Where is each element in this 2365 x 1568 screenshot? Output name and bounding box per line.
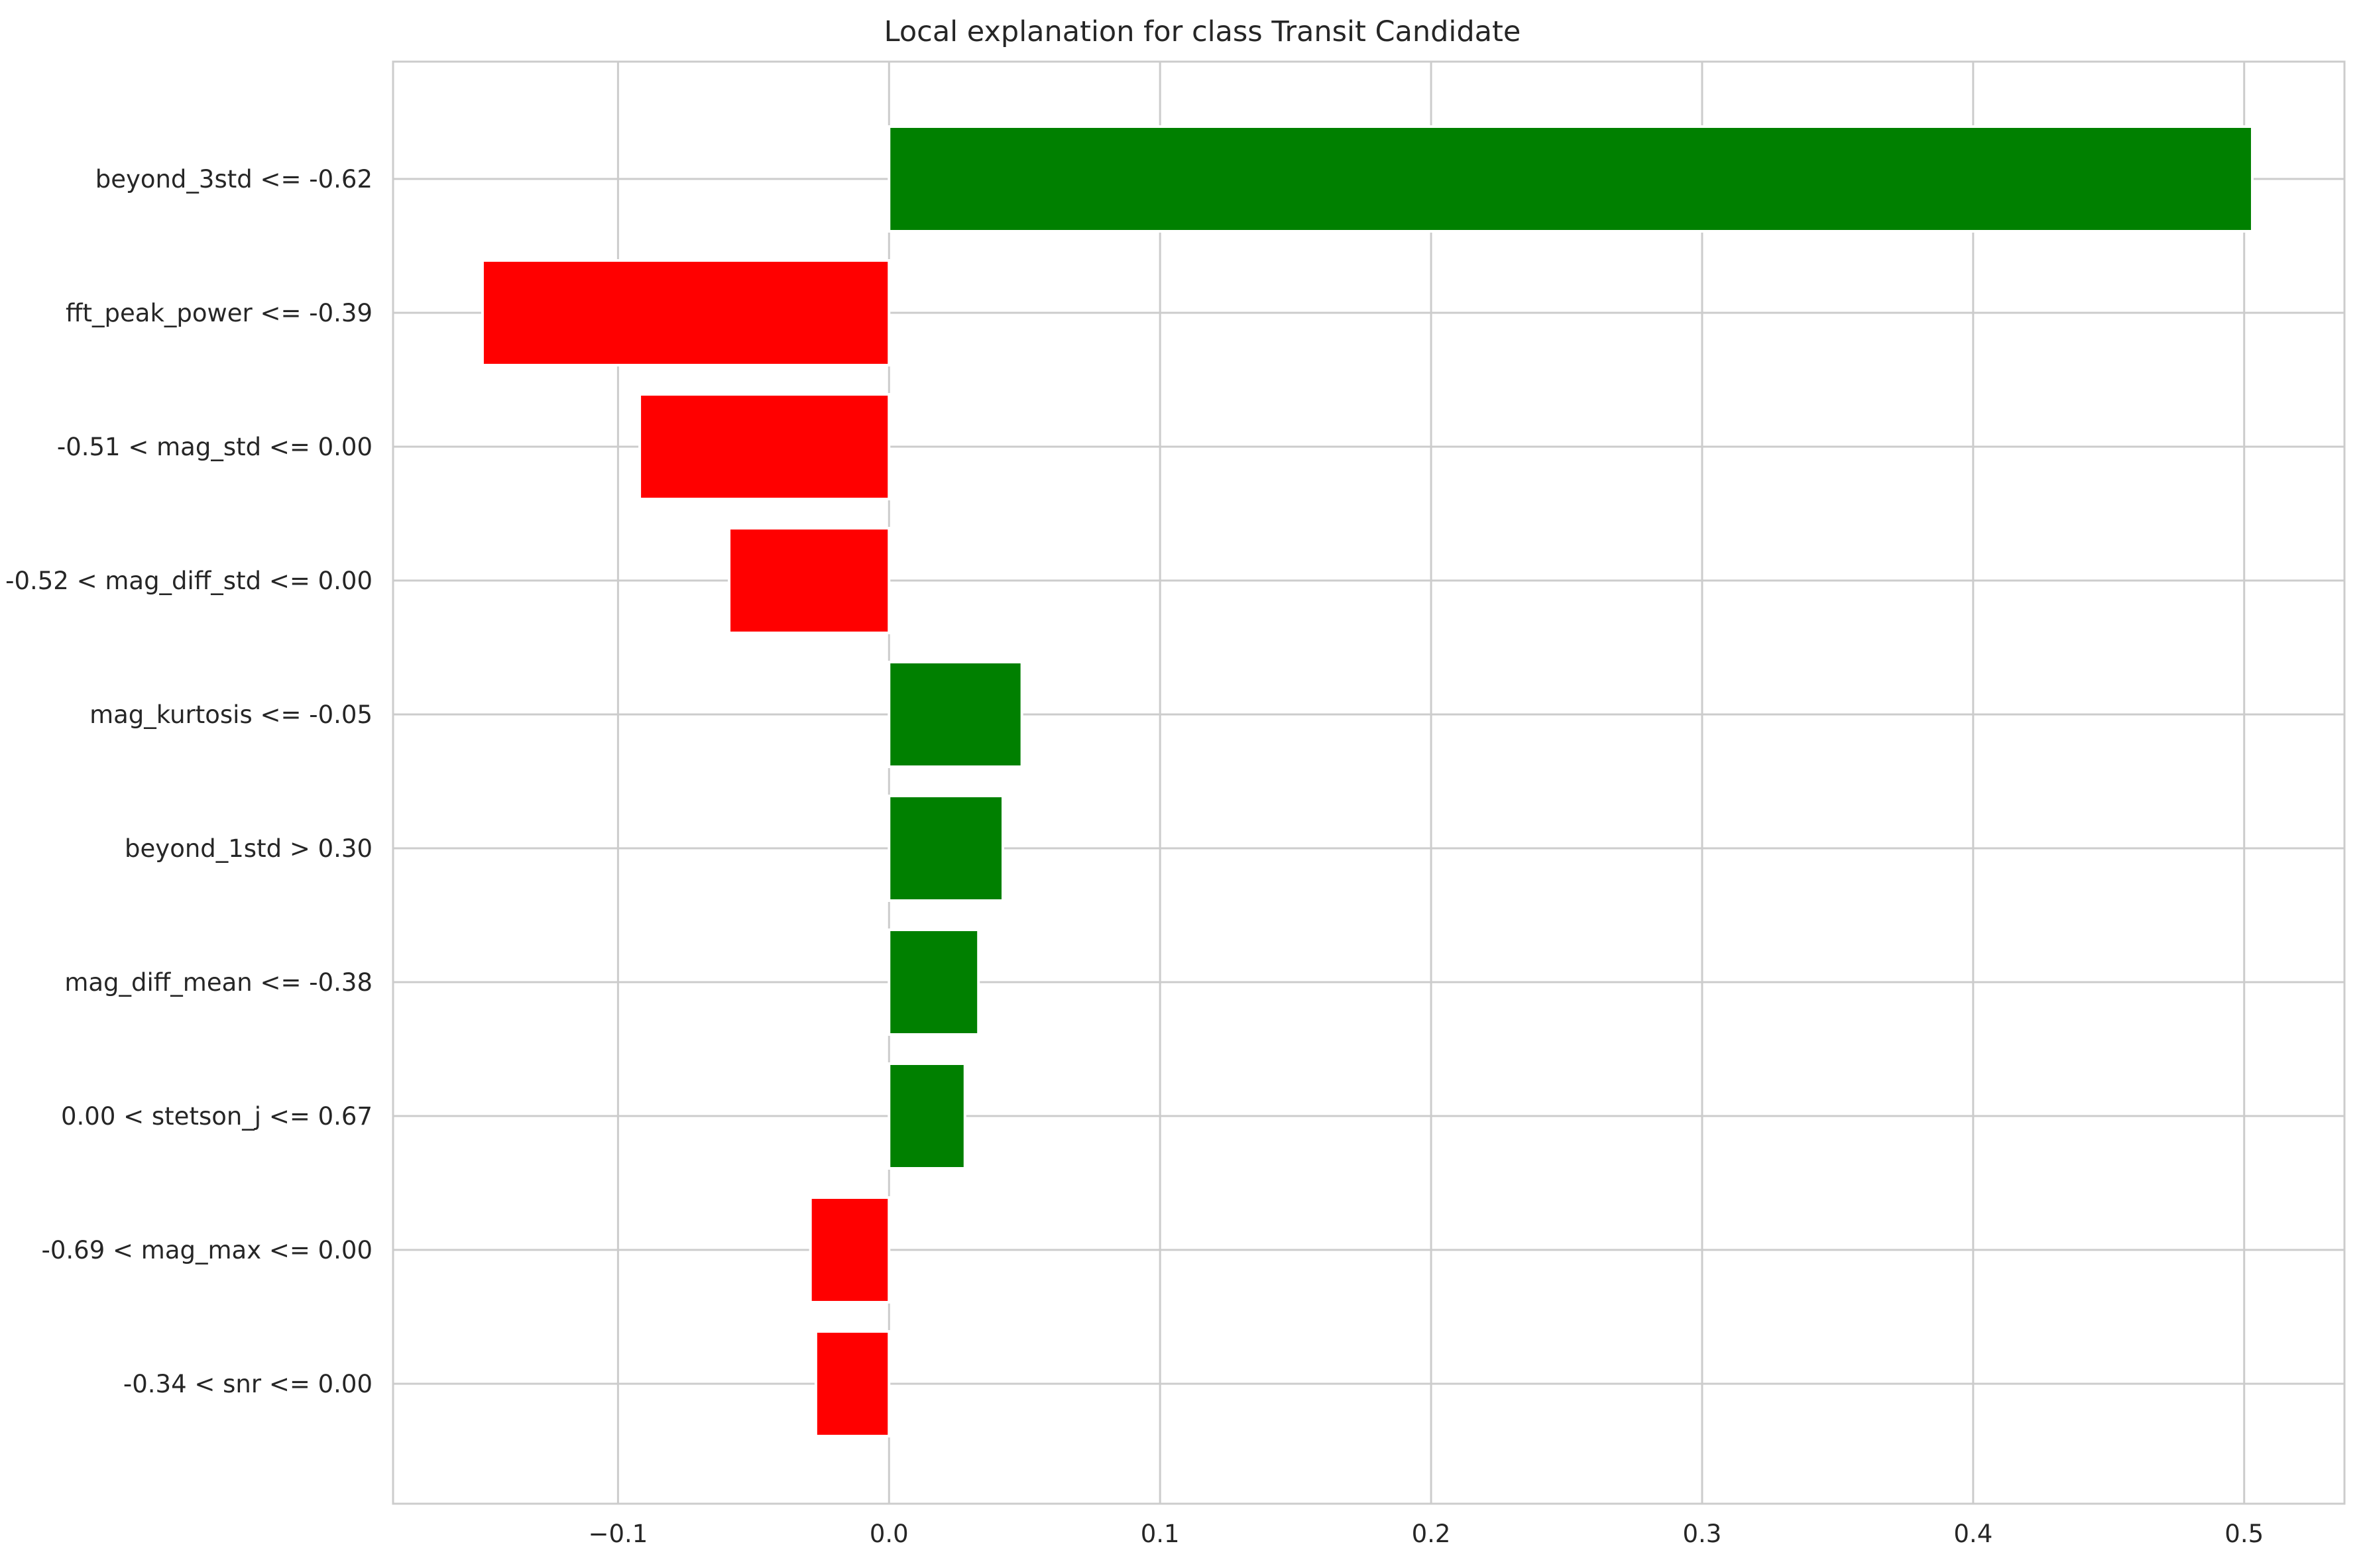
grid-y xyxy=(393,178,2344,1385)
y-tick-label: -0.69 < mag_max <= 0.00 xyxy=(42,1236,373,1264)
y-tick-label: mag_diff_mean <= -0.38 xyxy=(64,968,373,997)
bar xyxy=(638,393,891,500)
bar xyxy=(814,1330,891,1437)
bar xyxy=(728,527,891,634)
y-tick-label: 0.00 < stetson_j <= 0.67 xyxy=(61,1102,373,1131)
bar xyxy=(888,125,2254,233)
bar xyxy=(888,928,980,1036)
bar xyxy=(888,1062,966,1170)
x-tick-labels: −0.1 0.0 0.1 0.2 0.3 0.4 0.5 xyxy=(588,1520,2264,1548)
chart-title: Local explanation for class Transit Cand… xyxy=(884,15,1521,48)
y-tick-label: -0.34 < snr <= 0.00 xyxy=(123,1370,373,1398)
bar xyxy=(481,259,891,366)
y-tick-labels: beyond_3std <= -0.62 fft_peak_power <= -0… xyxy=(5,165,373,1398)
plot-frame xyxy=(392,60,2346,1505)
x-tick-label: 0.4 xyxy=(1953,1520,1992,1548)
y-tick-label: beyond_1std > 0.30 xyxy=(125,834,373,863)
x-tick-label: −0.1 xyxy=(588,1520,648,1548)
y-tick-label: -0.51 < mag_std <= 0.00 xyxy=(57,433,373,461)
bars xyxy=(481,125,2254,1437)
y-tick-label: mag_kurtosis <= -0.05 xyxy=(89,700,373,729)
y-tick-label: beyond_3std <= -0.62 xyxy=(95,165,373,194)
y-tick-label: -0.52 < mag_diff_std <= 0.00 xyxy=(5,567,373,595)
bar xyxy=(809,1196,891,1304)
x-tick-label: 0.5 xyxy=(2224,1520,2264,1548)
x-tick-label: 0.0 xyxy=(870,1520,909,1548)
bar xyxy=(888,795,1005,902)
bar xyxy=(888,661,1023,768)
x-tick-label: 0.1 xyxy=(1141,1520,1180,1548)
x-tick-label: 0.2 xyxy=(1412,1520,1451,1548)
y-tick-label: fft_peak_power <= -0.39 xyxy=(66,299,373,327)
x-tick-label: 0.3 xyxy=(1683,1520,1722,1548)
